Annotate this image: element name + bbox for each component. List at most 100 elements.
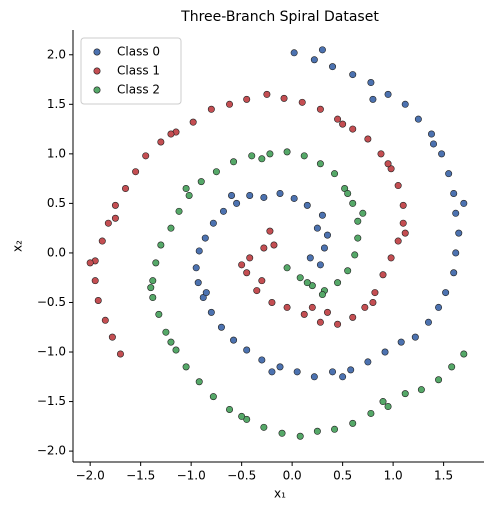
point	[361, 303, 369, 311]
point	[276, 363, 284, 371]
point	[339, 373, 347, 381]
legend-marker	[93, 67, 101, 75]
point	[401, 229, 409, 237]
point	[371, 289, 379, 297]
point	[258, 356, 266, 364]
chart-title: Three-Branch Spiral Dataset	[180, 9, 379, 25]
point	[313, 427, 321, 435]
point	[411, 333, 419, 341]
point	[401, 100, 409, 108]
point	[104, 219, 112, 227]
point	[379, 398, 387, 406]
point	[258, 277, 266, 285]
y-tick-label: −2.0	[37, 444, 66, 458]
point	[367, 79, 375, 87]
point	[452, 209, 460, 217]
point	[248, 152, 256, 160]
point	[387, 165, 395, 173]
y-tick-label: 1.0	[47, 146, 66, 160]
point	[278, 429, 286, 437]
y-tick-label: 0.5	[47, 196, 66, 210]
point	[182, 185, 190, 193]
point	[142, 152, 150, 160]
point	[86, 259, 94, 267]
point	[217, 323, 225, 331]
point	[344, 267, 352, 275]
point	[349, 419, 357, 427]
point	[349, 199, 357, 207]
point	[266, 150, 274, 158]
point	[394, 237, 402, 245]
point	[263, 90, 271, 98]
legend-marker	[93, 86, 101, 94]
point	[399, 219, 407, 227]
point	[101, 316, 109, 324]
point	[384, 160, 392, 168]
x-tick-label: −1.5	[126, 469, 155, 483]
point	[296, 432, 304, 440]
point	[189, 118, 197, 126]
point	[230, 336, 238, 344]
point	[155, 310, 163, 318]
point	[306, 254, 314, 262]
point	[202, 289, 210, 297]
point	[197, 178, 205, 186]
x-tick-label: 0.0	[283, 469, 302, 483]
point	[394, 182, 402, 190]
point	[448, 363, 456, 371]
point	[445, 170, 453, 178]
point	[290, 49, 298, 57]
point	[238, 412, 246, 420]
point	[460, 199, 468, 207]
point	[349, 313, 357, 321]
point	[233, 199, 241, 207]
point	[258, 155, 266, 163]
point	[316, 261, 324, 269]
point	[195, 247, 203, 255]
y-tick-label: 0.0	[47, 245, 66, 259]
legend-label: Class 1	[117, 64, 160, 78]
point	[219, 207, 227, 215]
point	[344, 189, 352, 197]
point	[316, 105, 324, 113]
point	[452, 249, 460, 257]
point	[313, 224, 321, 232]
point	[351, 251, 359, 259]
point	[354, 234, 362, 242]
point	[318, 46, 326, 54]
point	[435, 376, 443, 384]
point	[270, 241, 278, 249]
point	[381, 348, 389, 356]
point	[226, 405, 234, 413]
legend-marker	[93, 48, 101, 56]
x-tick-label: 1.5	[434, 469, 453, 483]
point	[323, 308, 331, 316]
point	[209, 219, 217, 227]
point	[276, 189, 284, 197]
point	[417, 386, 425, 394]
point	[369, 95, 377, 103]
x-axis-label: x₁	[274, 487, 286, 501]
point	[122, 185, 130, 193]
point	[94, 296, 102, 304]
point	[329, 368, 337, 376]
point	[303, 279, 311, 287]
point	[427, 130, 435, 138]
point	[228, 191, 236, 199]
point	[320, 244, 328, 252]
point	[260, 244, 268, 252]
point	[310, 56, 318, 64]
point	[450, 189, 458, 197]
point	[296, 274, 304, 282]
x-tick-label: −2.0	[76, 469, 105, 483]
point	[308, 303, 316, 311]
x-tick-label: 0.5	[333, 469, 352, 483]
point	[238, 261, 246, 269]
point	[167, 338, 175, 346]
point	[430, 140, 438, 148]
point	[152, 259, 160, 267]
point	[243, 269, 251, 277]
point	[157, 138, 165, 146]
point	[303, 201, 311, 209]
point	[334, 320, 342, 328]
